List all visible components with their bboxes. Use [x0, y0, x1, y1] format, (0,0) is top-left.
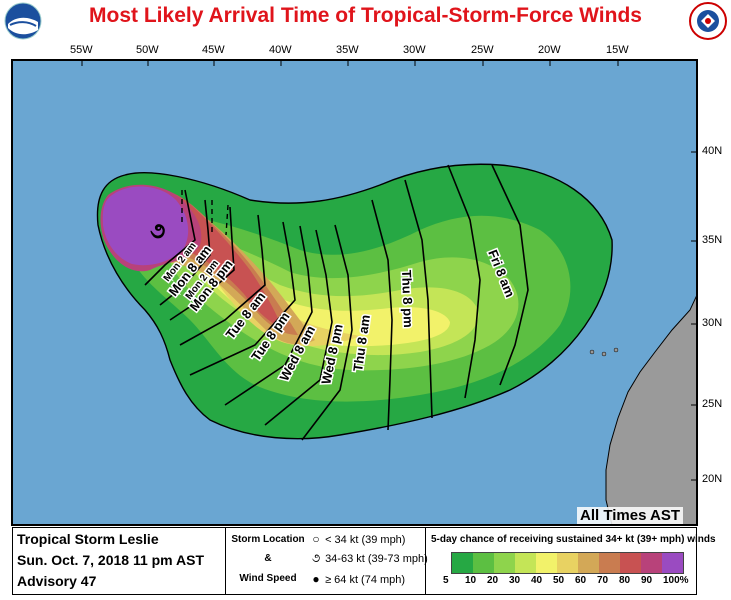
probability-tick-label: 70 — [597, 575, 609, 586]
probability-tick-label: 60 — [575, 575, 587, 586]
probability-swatch — [494, 553, 515, 573]
lat-label: 40N — [702, 145, 723, 157]
probability-tick-label: 10 — [465, 575, 477, 586]
open-circle-icon: ○ — [312, 532, 320, 546]
legend-item-label: 34-63 kt (39-73 mph) — [325, 553, 428, 565]
island — [601, 351, 607, 357]
probability-swatch — [620, 553, 641, 573]
prob-purple — [102, 186, 189, 266]
isochrone-line — [447, 164, 481, 399]
lon-label: 30W — [403, 44, 426, 56]
probability-swatch — [452, 553, 473, 573]
legend-item-tropical-storm: ૭ 34-63 kt (39-73 mph) — [310, 551, 428, 566]
tropical-storm-icon: ૭ — [311, 551, 321, 565]
legend-item-label: < 34 kt (39 mph) — [325, 534, 406, 546]
probability-tick-label: 50 — [553, 575, 565, 586]
isochrone-line — [264, 229, 333, 426]
lon-label: 50W — [136, 44, 159, 56]
isochrone-line — [491, 164, 529, 386]
isochrone-line — [371, 199, 393, 431]
lat-label: 25N — [702, 398, 723, 410]
probability-swatch — [515, 553, 536, 573]
probability-color-scale — [451, 552, 684, 574]
probability-tick-label: 100% — [663, 575, 689, 586]
time-label-thu-8pm: Thu 8 pm — [399, 270, 416, 328]
legend-panel: Tropical Storm Leslie Sun. Oct. 7, 2018 … — [12, 527, 716, 595]
storm-symbol-icon: ૭ — [150, 219, 165, 244]
probability-swatch — [473, 553, 494, 573]
legend-divider — [225, 528, 226, 594]
island — [589, 349, 595, 355]
isochrone-line — [224, 225, 313, 406]
legend-divider — [425, 528, 426, 594]
probability-tick-label: 5 — [443, 575, 449, 586]
probability-tick-label: 20 — [487, 575, 499, 586]
lat-label: 20N — [702, 473, 723, 485]
lat-label: 30N — [702, 317, 723, 329]
all-times-note: All Times AST — [577, 507, 684, 524]
isochrone-line — [404, 179, 433, 419]
wind-speed-label: Wind Speed — [239, 573, 297, 584]
africa-land — [605, 294, 697, 525]
probability-swatch — [599, 553, 620, 573]
legend-item-label: ≥ 64 kt (74 mph) — [325, 574, 406, 586]
isochrone-line — [301, 224, 353, 441]
ampersand-label: & — [264, 553, 272, 564]
nws-logo-icon — [689, 2, 727, 40]
lon-label: 45W — [202, 44, 225, 56]
lon-label: 55W — [70, 44, 93, 56]
map-border — [11, 59, 698, 526]
lon-label: 25W — [471, 44, 494, 56]
storm-name: Tropical Storm Leslie — [17, 531, 159, 547]
isochrone-line — [179, 214, 266, 346]
isochrone-line — [159, 199, 211, 306]
legend-item-weak: ○ < 34 kt (39 mph) — [310, 532, 405, 546]
advisory-number: Advisory 47 — [17, 573, 97, 589]
advisory-datetime: Sun. Oct. 7, 2018 11 pm AST — [17, 552, 204, 568]
legend-item-hurricane: ● ≥ 64 kt (74 mph) — [310, 572, 405, 586]
lon-label: 20W — [538, 44, 561, 56]
probability-tick-label: 40 — [531, 575, 543, 586]
isochrone-line — [144, 189, 196, 286]
storm-location-label: Storm Location — [231, 534, 305, 545]
probability-swatch — [536, 553, 557, 573]
swath-outline — [96, 163, 613, 440]
probability-tick-label: 30 — [509, 575, 521, 586]
isochrone-line — [189, 221, 296, 376]
probability-tick-label: 90 — [641, 575, 653, 586]
isochrone-line — [169, 206, 235, 321]
probability-swatch — [662, 553, 683, 573]
page-title: Most Likely Arrival Time of Tropical-Sto… — [89, 4, 642, 27]
probability-scale-title: 5-day chance of receiving sustained 34+ … — [431, 534, 716, 545]
probability-swatch — [557, 553, 578, 573]
probability-swatch — [578, 553, 599, 573]
lat-label: 35N — [702, 234, 723, 246]
lon-label: 40W — [269, 44, 292, 56]
filled-circle-icon: ● — [312, 572, 320, 586]
probability-tick-label: 80 — [619, 575, 631, 586]
noaa-logo-icon — [4, 2, 42, 40]
lon-label: 35W — [336, 44, 359, 56]
lon-label: 15W — [606, 44, 629, 56]
island — [613, 347, 619, 353]
probability-swatch — [641, 553, 662, 573]
